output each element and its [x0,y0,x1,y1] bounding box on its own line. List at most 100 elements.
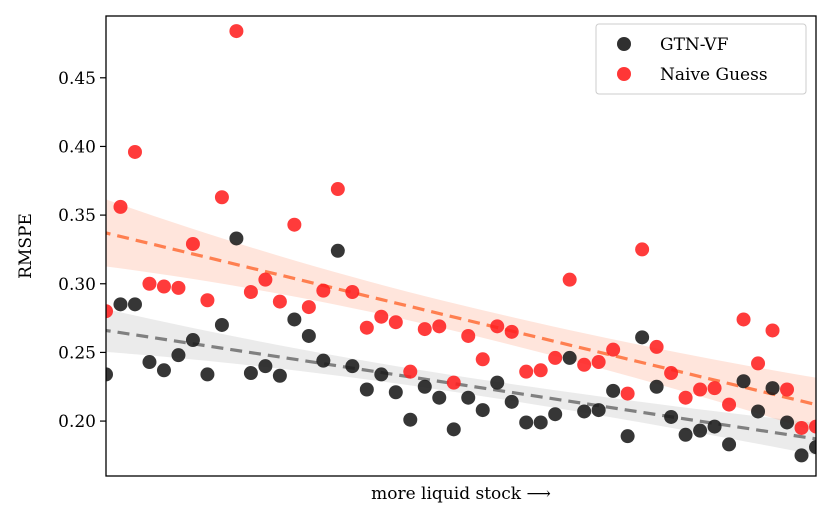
trend-line-gtn-vf [106,328,816,441]
point-gtn-vf-43 [722,437,737,452]
point-naive-guess-34 [591,355,606,370]
point-gtn-vf-10 [243,366,258,381]
point-gtn-vf-37 [635,330,650,345]
point-gtn-vf-20 [388,385,403,400]
point-naive-guess-9 [229,24,244,39]
y-tick-label: 0.25 [58,343,96,363]
y-axis-label: RMSPE [16,213,36,279]
point-gtn-vf-32 [562,350,577,365]
confidence-band-naive-guess [106,199,816,432]
point-naive-guess-29 [519,364,534,379]
point-gtn-vf-38 [649,379,664,394]
point-naive-guess-1 [113,199,128,214]
point-naive-guess-26 [475,352,490,367]
point-gtn-vf-40 [678,427,693,442]
y-tick-label: 0.20 [58,412,96,432]
point-naive-guess-16 [330,182,345,197]
point-naive-guess-30 [533,363,548,378]
point-naive-guess-42 [707,381,722,396]
point-naive-guess-33 [577,357,592,372]
point-naive-guess-41 [693,382,708,397]
point-naive-guess-31 [548,350,563,365]
y-tick-label: 0.40 [58,137,96,157]
point-gtn-vf-15 [316,353,331,368]
point-naive-guess-21 [403,364,418,379]
point-naive-guess-37 [635,242,650,257]
point-gtn-vf-47 [780,415,795,430]
trend-line-naive-guess [106,231,816,407]
point-gtn-vf-18 [359,382,374,397]
point-naive-guess-40 [678,390,693,405]
point-gtn-vf-35 [606,383,621,398]
point-gtn-vf-22 [417,379,432,394]
plot-frame [105,15,817,477]
legend-marker-gtn-vf [617,37,631,51]
point-naive-guess-45 [751,356,766,371]
y-tick-label: 0.30 [58,275,96,295]
point-gtn-vf-48 [794,448,809,463]
point-naive-guess-12 [272,294,287,309]
point-naive-guess-32 [562,272,577,287]
point-naive-guess-15 [316,283,331,298]
point-naive-guess-46 [765,323,780,338]
confidence-bands [106,199,816,456]
point-gtn-vf-16 [330,243,345,258]
point-naive-guess-5 [171,280,186,295]
legend-label-naive-guess: Naive Guess [660,65,768,85]
point-naive-guess-7 [200,293,215,308]
legend: GTN-VF Naive Guess [595,23,807,95]
point-gtn-vf-27 [490,375,505,390]
point-naive-guess-20 [388,315,403,330]
point-naive-guess-14 [301,300,316,315]
point-naive-guess-22 [417,322,432,337]
point-naive-guess-11 [258,272,273,287]
point-gtn-vf-7 [200,367,215,382]
point-gtn-vf-31 [548,407,563,422]
point-naive-guess-47 [780,382,795,397]
point-naive-guess-39 [664,366,679,381]
point-gtn-vf-3 [142,355,157,370]
point-naive-guess-17 [345,285,360,299]
point-naive-guess-28 [504,324,519,339]
point-naive-guess-0 [106,304,113,319]
point-gtn-vf-11 [258,359,273,374]
point-gtn-vf-36 [620,429,635,444]
point-gtn-vf-33 [577,404,592,419]
y-axis-ticks: 0.20 0.25 0.30 0.35 0.40 0.45 [58,69,106,432]
point-gtn-vf-14 [301,328,316,343]
x-axis-label: more liquid stock ⟶ [371,484,551,504]
point-gtn-vf-12 [272,368,287,383]
point-naive-guess-2 [127,144,142,159]
point-gtn-vf-25 [461,390,476,405]
legend-frame [595,23,807,95]
point-gtn-vf-39 [664,409,679,424]
point-naive-guess-8 [214,190,229,205]
point-gtn-vf-8 [214,317,229,332]
point-naive-guess-48 [794,420,809,435]
y-tick-label: 0.45 [58,69,96,89]
point-gtn-vf-21 [403,412,418,427]
point-naive-guess-49 [809,419,816,434]
point-gtn-vf-2 [127,297,142,312]
point-gtn-vf-4 [156,363,171,378]
point-gtn-vf-5 [171,348,186,363]
point-naive-guess-18 [359,320,374,335]
point-naive-guess-24 [446,375,461,390]
point-gtn-vf-49 [809,440,816,455]
point-gtn-vf-23 [432,390,447,405]
point-naive-guess-10 [243,285,258,299]
point-naive-guess-13 [287,217,302,232]
point-gtn-vf-30 [533,415,548,430]
legend-marker-naive-guess [617,67,631,81]
point-naive-guess-19 [374,309,389,324]
point-naive-guess-36 [620,386,635,401]
point-gtn-vf-46 [765,381,780,396]
point-gtn-vf-29 [519,415,534,430]
point-gtn-vf-1 [113,297,128,312]
point-naive-guess-6 [185,236,200,251]
point-naive-guess-44 [736,312,751,327]
point-naive-guess-4 [156,279,171,294]
scatter-points [106,24,816,463]
point-naive-guess-38 [649,339,664,354]
